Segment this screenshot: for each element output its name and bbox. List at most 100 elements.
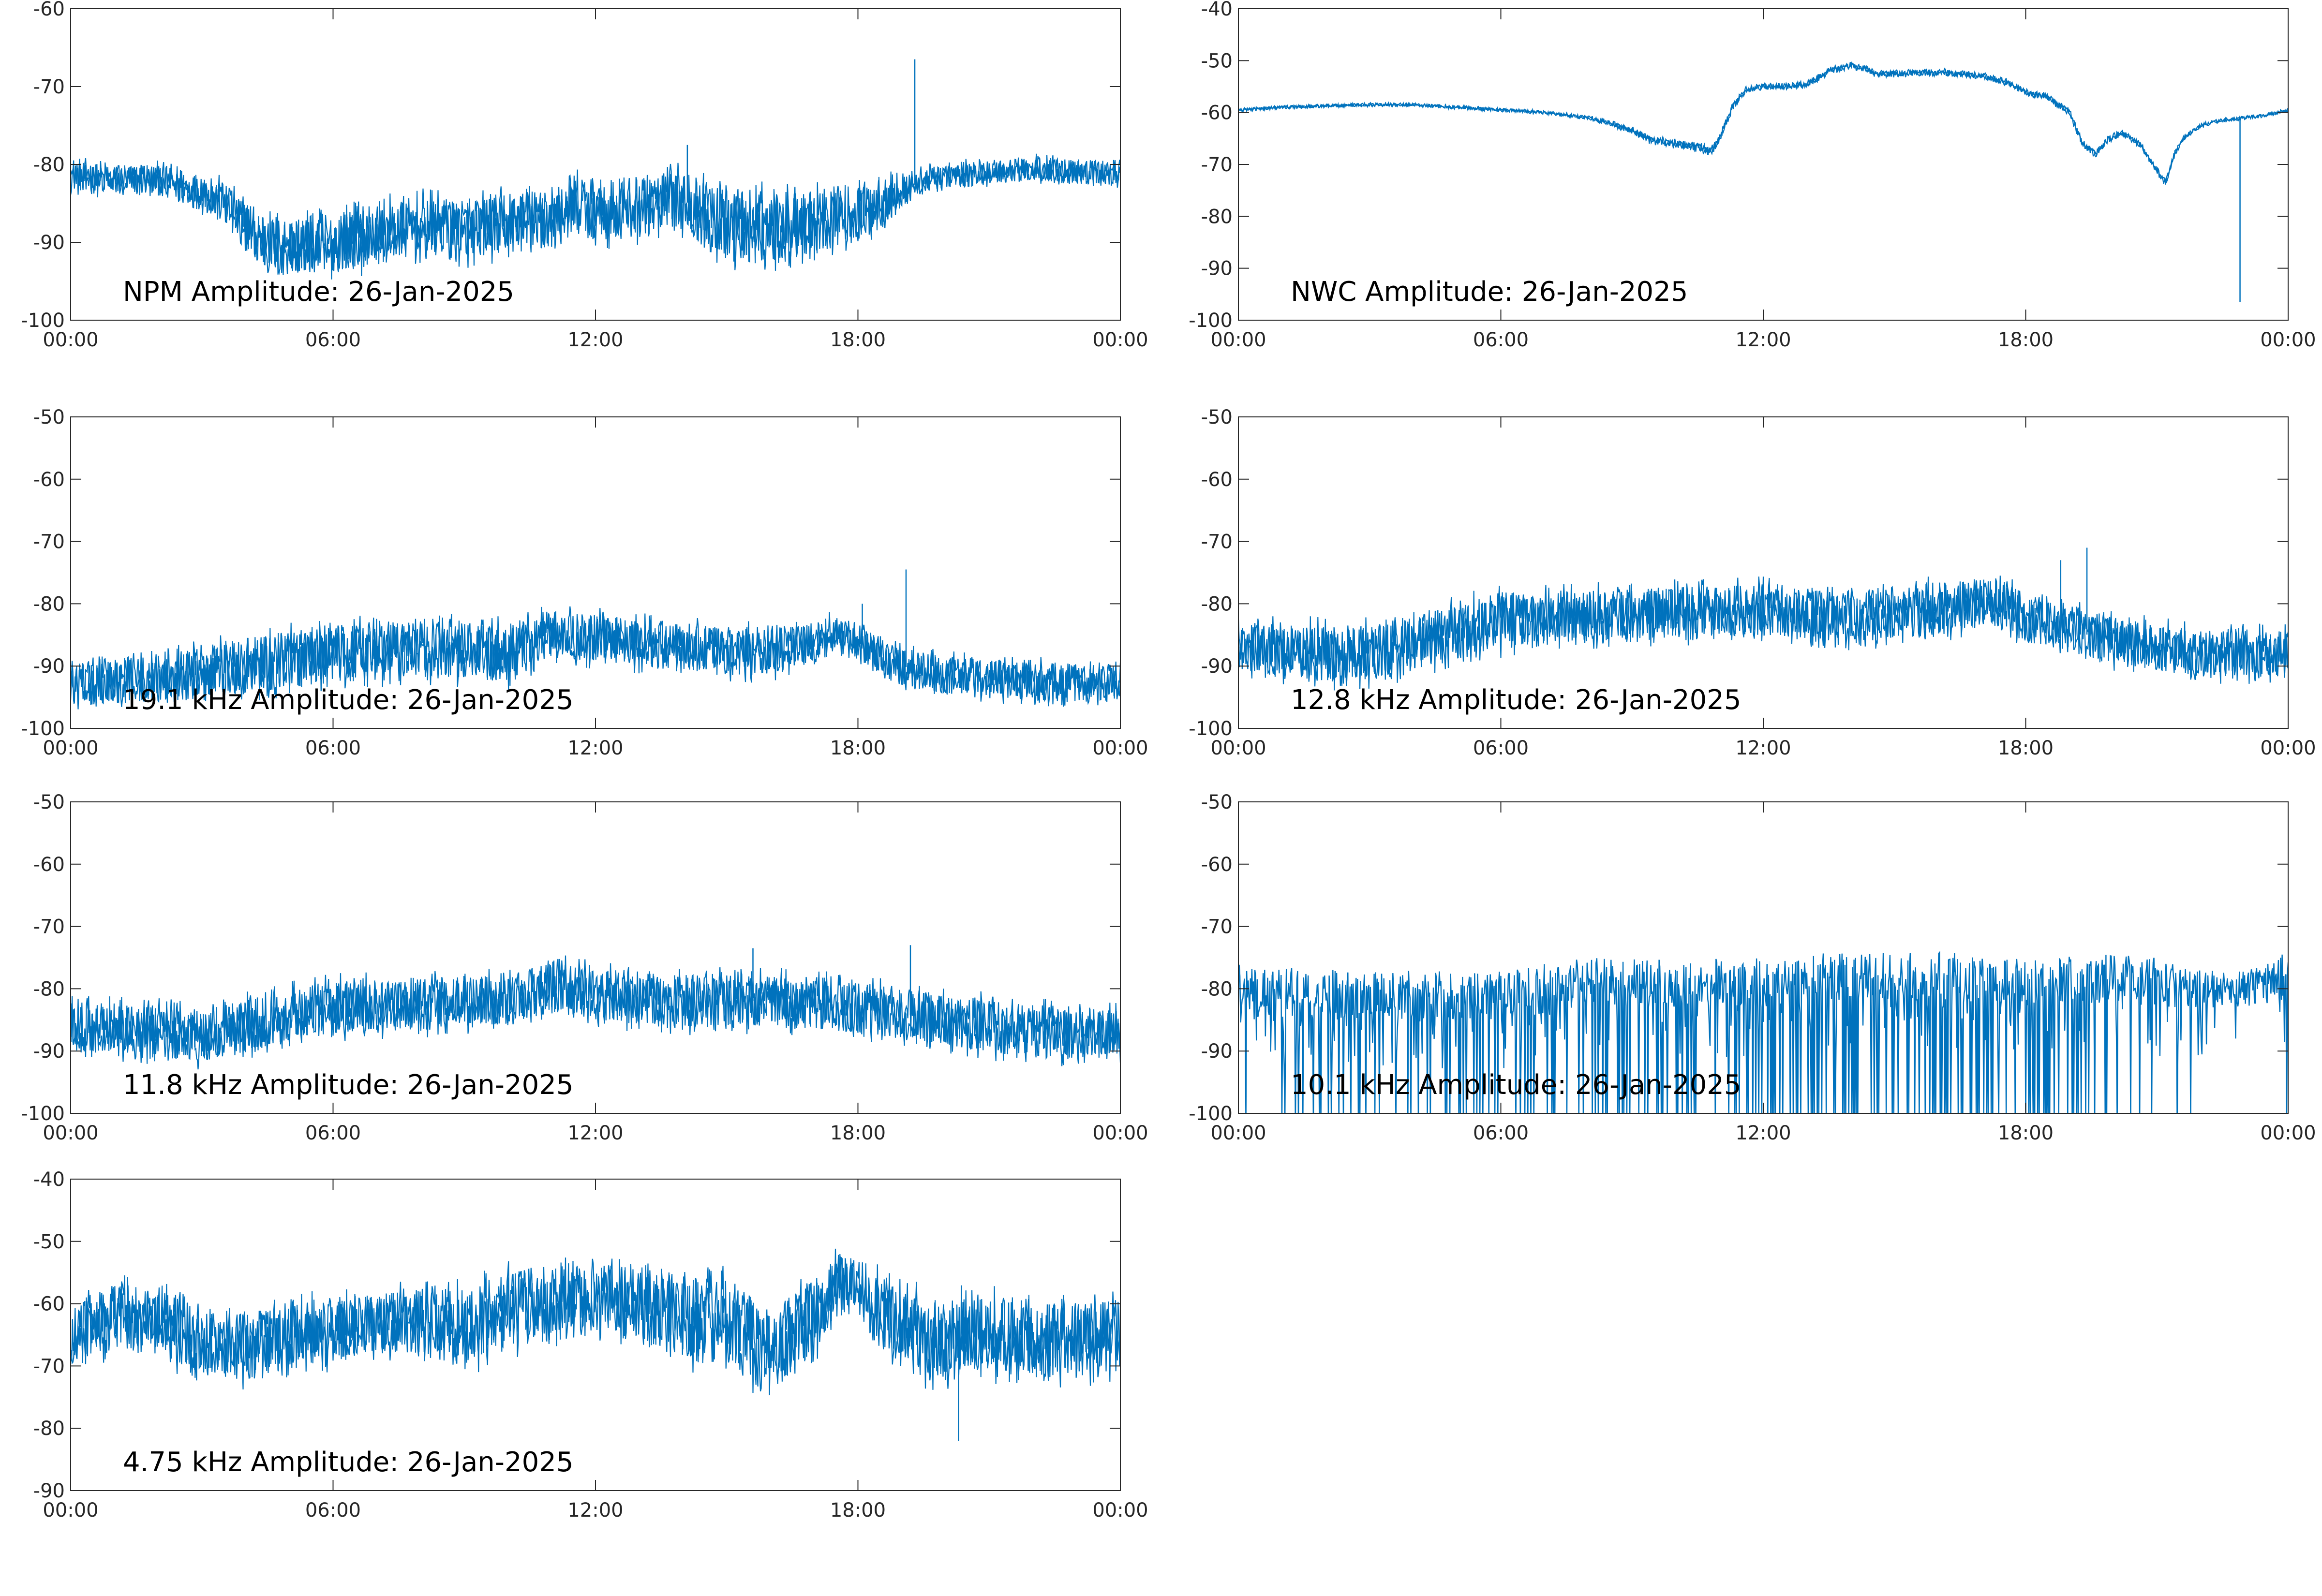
y-tick-label: -80 (33, 154, 65, 176)
y-tick-label: -60 (1201, 102, 1233, 124)
chart-panel-f11_8: -100 -90 -80 -70 -60 -50 00:00 06:00 12:00 18:00 0… (21, 791, 1148, 1144)
y-tick-label: -100 (21, 310, 65, 332)
x-tick-label: 06:00 (1473, 329, 1529, 351)
y-tick-label: -50 (33, 1231, 65, 1253)
x-tick-label: 06:00 (305, 329, 361, 351)
x-tick-label: 00:00 (43, 1499, 98, 1522)
x-tick-label: 00:00 (2260, 1122, 2316, 1144)
y-tick-label: -80 (1201, 978, 1233, 1000)
x-tick-label: 18:00 (1998, 1122, 2054, 1144)
chart-title-f4_75: 4.75 kHz Amplitude: 26-Jan-2025 (123, 1447, 574, 1478)
x-tick-label: 00:00 (1092, 737, 1148, 759)
y-tick-label: -90 (33, 1040, 65, 1063)
y-tick-label: -70 (33, 916, 65, 938)
chart-panel-f12_8: -100 -90 -80 -70 -60 -50 00:00 06:00 12:00 18:00 0… (1189, 406, 2316, 759)
x-tick-label: 18:00 (830, 737, 886, 759)
chart-title-f12_8: 12.8 kHz Amplitude: 26-Jan-2025 (1291, 684, 1742, 716)
y-tick-label: -60 (1201, 469, 1233, 491)
x-tick-label: 18:00 (1998, 329, 2054, 351)
chart-title-nwc: NWC Amplitude: 26-Jan-2025 (1291, 276, 1688, 308)
y-tick-label: -50 (1201, 406, 1233, 429)
chart-panel-f19_1: -100 -90 -80 -70 -60 -50 00:00 06:00 12:00 18:00 0… (21, 406, 1148, 759)
y-tick-label: -80 (33, 978, 65, 1000)
x-tick-label: 12:00 (1735, 1122, 1791, 1144)
x-tick-label: 00:00 (43, 737, 98, 759)
series-trace-f11_8 (71, 955, 1120, 1070)
x-tick-label: 00:00 (2260, 329, 2316, 351)
y-tick-label: -40 (1201, 0, 1233, 20)
chart-panel-nwc: -100 -90 -80 -70 -60 -50 -40 00:00 06:00 12:00 18:… (1189, 0, 2316, 351)
chart-panel-f10_1: -100 -90 -80 -70 -60 -50 00:00 06:00 12:00 18:00 0… (1189, 791, 2316, 1144)
y-tick-label: -70 (33, 1355, 65, 1377)
y-tick-label: -70 (1201, 154, 1233, 176)
x-tick-label: 18:00 (830, 329, 886, 351)
y-tick-label: -100 (1189, 310, 1233, 332)
series-envelope-f19_1 (71, 612, 1120, 705)
y-tick-label: -70 (1201, 916, 1233, 938)
y-tick-label: -70 (33, 531, 65, 553)
series-envelope-f11_8 (71, 961, 1120, 1061)
y-tick-label: -60 (1201, 854, 1233, 876)
x-tick-label: 12:00 (1735, 737, 1791, 759)
x-tick-label: 00:00 (43, 329, 98, 351)
y-tick-label: -80 (33, 593, 65, 615)
y-tick-label: -100 (1189, 718, 1233, 740)
series-trace-npm (71, 153, 1120, 280)
x-tick-label: 06:00 (1473, 1122, 1529, 1144)
y-tick-label: -50 (33, 791, 65, 813)
y-tick-label: -60 (33, 0, 65, 20)
y-tick-label: -60 (33, 854, 65, 876)
y-tick-label: -90 (33, 1480, 65, 1502)
x-tick-label: 00:00 (1092, 1499, 1148, 1522)
x-tick-label: 06:00 (305, 737, 361, 759)
y-tick-label: -50 (1201, 50, 1233, 72)
y-tick-label: -50 (33, 406, 65, 429)
chart-title-f11_8: 11.8 kHz Amplitude: 26-Jan-2025 (123, 1069, 574, 1101)
x-tick-label: 12:00 (567, 1499, 623, 1522)
y-tick-label: -90 (1201, 655, 1233, 678)
x-tick-label: 00:00 (1210, 329, 1266, 351)
y-tick-label: -90 (1201, 258, 1233, 280)
x-tick-label: 12:00 (1735, 329, 1791, 351)
y-tick-label: -100 (1189, 1103, 1233, 1125)
x-tick-label: 00:00 (1210, 737, 1266, 759)
series-envelope-f4_75 (71, 1256, 1120, 1387)
series-trace-f10_1 (1238, 951, 2288, 1113)
x-tick-label: 12:00 (567, 329, 623, 351)
y-tick-label: -100 (21, 718, 65, 740)
y-tick-label: -70 (33, 76, 65, 98)
y-tick-label: -80 (1201, 206, 1233, 228)
y-tick-label: -60 (33, 469, 65, 491)
x-tick-label: 18:00 (1998, 737, 2054, 759)
series-envelope-nwc (1238, 63, 2288, 185)
chart-panel-f4_75: -90 -80 -70 -60 -50 -40 00:00 06:00 12:00 18:00 00… (33, 1168, 1148, 1522)
x-tick-label: 06:00 (305, 1122, 361, 1144)
x-tick-label: 12:00 (567, 1122, 623, 1144)
chart-title-f19_1: 19.1 kHz Amplitude: 26-Jan-2025 (123, 684, 574, 716)
x-tick-label: 00:00 (1210, 1122, 1266, 1144)
chart-title-f10_1: 10.1 kHz Amplitude: 26-Jan-2025 (1291, 1069, 1742, 1101)
y-tick-label: -50 (1201, 791, 1233, 813)
y-tick-label: -60 (33, 1293, 65, 1315)
y-tick-label: -90 (33, 655, 65, 678)
x-tick-label: 06:00 (1473, 737, 1529, 759)
x-tick-label: 12:00 (567, 737, 623, 759)
series-envelope-f12_8 (1238, 579, 2288, 682)
y-tick-label: -90 (1201, 1040, 1233, 1063)
x-tick-label: 00:00 (1092, 329, 1148, 351)
x-tick-label: 00:00 (43, 1122, 98, 1144)
x-tick-label: 00:00 (1092, 1122, 1148, 1144)
y-tick-label: -70 (1201, 531, 1233, 553)
series-envelope-npm (71, 158, 1120, 275)
x-tick-label: 06:00 (305, 1499, 361, 1522)
x-tick-label: 18:00 (830, 1499, 886, 1522)
y-tick-label: -40 (33, 1168, 65, 1191)
y-tick-label: -80 (33, 1418, 65, 1440)
x-tick-label: 00:00 (2260, 737, 2316, 759)
x-tick-label: 18:00 (830, 1122, 886, 1144)
y-tick-label: -80 (1201, 593, 1233, 615)
y-tick-label: -100 (21, 1103, 65, 1125)
y-tick-label: -90 (33, 232, 65, 254)
chart-title-npm: NPM Amplitude: 26-Jan-2025 (123, 276, 514, 308)
